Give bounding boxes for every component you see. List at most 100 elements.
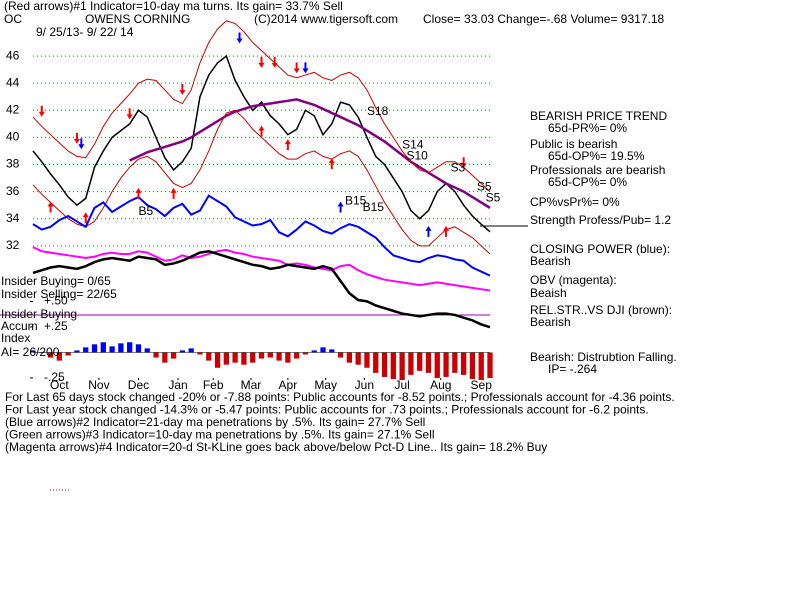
signal-arrow: [73, 132, 80, 144]
accum-bar: [460, 352, 467, 375]
x-tick-label: Jan: [168, 378, 187, 392]
y-tick-label: 36: [6, 184, 20, 198]
accum-bar: [276, 352, 282, 361]
accum-bar: [232, 352, 238, 363]
signal-arrow: [443, 225, 450, 237]
symbol: OC: [4, 12, 22, 26]
status-text: 65d-PR%= 0%: [548, 121, 627, 135]
signal-arrow: [179, 84, 186, 96]
signal-arrow: [258, 125, 265, 137]
accum-bar: [399, 352, 405, 380]
signal-arrow: [38, 105, 45, 117]
signal-arrow: [293, 62, 300, 74]
insider-label: Insider Buying= 0/65: [1, 274, 111, 288]
status-text: BEARISH PRICE TREND: [530, 109, 667, 123]
footer-text: For Last 65 days stock changed -20% or -…: [5, 390, 675, 404]
accum-bar: [302, 352, 309, 355]
quote: Close= 33.03 Change=-.68 Volume= 9317.18: [423, 12, 665, 26]
annotation: B5: [138, 204, 153, 218]
accum-bar: [223, 352, 229, 365]
signal-arrow: [271, 56, 278, 68]
accum-bar: [373, 352, 379, 373]
y2-tick-label: +.25: [44, 319, 68, 333]
accum-bar: [311, 350, 317, 353]
y-tick-label: 40: [6, 130, 20, 144]
x-tick-label: Mar: [241, 378, 262, 392]
series-line: [32, 249, 491, 329]
x-tick-label: Feb: [203, 378, 224, 392]
accum-bar: [74, 350, 80, 353]
accum-bar: [487, 352, 493, 378]
accum-bar: [179, 350, 186, 353]
signal-arrow: [425, 225, 432, 237]
x-tick-label: Sep: [471, 378, 493, 392]
footer-text: For Last year stock changed -14.3% or -5…: [5, 403, 649, 417]
signal-arrow: [328, 158, 335, 170]
x-tick-label: Nov: [88, 378, 109, 392]
accum-bar: [214, 352, 221, 368]
annotation: B15: [363, 200, 385, 214]
footer-text: (Green arrows)#3 Indicator=10-day ma pen…: [5, 428, 435, 442]
accum-bar: [47, 352, 54, 358]
accum-bar: [100, 342, 106, 353]
annotation: S18: [367, 104, 389, 118]
x-tick-label: Oct: [50, 378, 69, 392]
accum-bar: [443, 352, 449, 377]
status-text: CLOSING POWER (blue):: [530, 242, 670, 256]
accum-bar: [65, 352, 71, 356]
y-tick-label: 42: [6, 102, 20, 116]
signal-arrow: [78, 138, 85, 150]
accum-bar: [294, 352, 300, 359]
status-text: IP= -.264: [548, 362, 597, 376]
y-tick-label: 44: [6, 75, 20, 89]
series-line: [129, 98, 491, 209]
accum-bar: [188, 348, 194, 353]
status-text: 65d-CP%= 0%: [548, 175, 627, 189]
status-text: Beaish: [530, 286, 567, 300]
accum-bar: [118, 343, 124, 353]
accum-bar: [144, 348, 150, 353]
annotation: S3: [450, 161, 465, 175]
accum-bar: [258, 352, 265, 359]
status-text: Bearish: Distrubtion Falling.: [530, 350, 677, 364]
x-tick-label: Apr: [279, 378, 298, 392]
accum-label: Accum: [1, 319, 38, 333]
x-tick-label: Aug: [430, 378, 451, 392]
accum-bar: [127, 342, 133, 353]
accum-bar: [153, 352, 159, 358]
accum-bar: [364, 352, 370, 368]
accum-bar: [197, 352, 203, 355]
accum-bar: [135, 344, 142, 353]
accum-bar: [320, 347, 326, 353]
accum-bar: [355, 352, 361, 365]
accum-bar: [170, 352, 177, 359]
signal-arrow: [82, 212, 89, 224]
status-text: 65d-OP%= 19.5%: [548, 149, 645, 163]
y2-tick-label: -.25: [44, 370, 65, 384]
accum-bar: [408, 352, 414, 375]
chart-title: (Red arrows)#1 Indicator=10-day ma turns…: [4, 0, 343, 13]
series-line: [32, 246, 491, 292]
signal-arrow: [236, 32, 243, 44]
series-line: [32, 54, 491, 233]
footer-text: (Blue arrows)#2 Indicator=21-day ma pene…: [5, 415, 425, 429]
status-text: REL.STR..VS DJI (brown):: [530, 303, 672, 317]
annotation: S5: [486, 191, 501, 205]
annotation: S14: [402, 138, 424, 152]
annotation: S10: [407, 149, 429, 163]
status-text: Bearish: [530, 315, 571, 329]
y-tick-label: 32: [6, 238, 20, 252]
accum-bar: [91, 344, 98, 353]
annotation: B15: [345, 193, 367, 207]
accum-bar: [469, 352, 476, 379]
copyright: (C)2014 www.tigersoft.com: [254, 12, 398, 26]
series-line: [32, 194, 491, 277]
accum-label: AI= 26/200: [1, 345, 60, 359]
footer-text: (Magenta arrows)#4 Indicator=20-d St-KLi…: [5, 440, 547, 454]
accum-bar: [337, 352, 344, 358]
accum-bar: [162, 352, 168, 363]
accum-bar: [241, 352, 247, 365]
series-line: [32, 109, 491, 255]
company: OWENS CORNING: [85, 12, 190, 26]
accum-bar: [425, 352, 432, 373]
